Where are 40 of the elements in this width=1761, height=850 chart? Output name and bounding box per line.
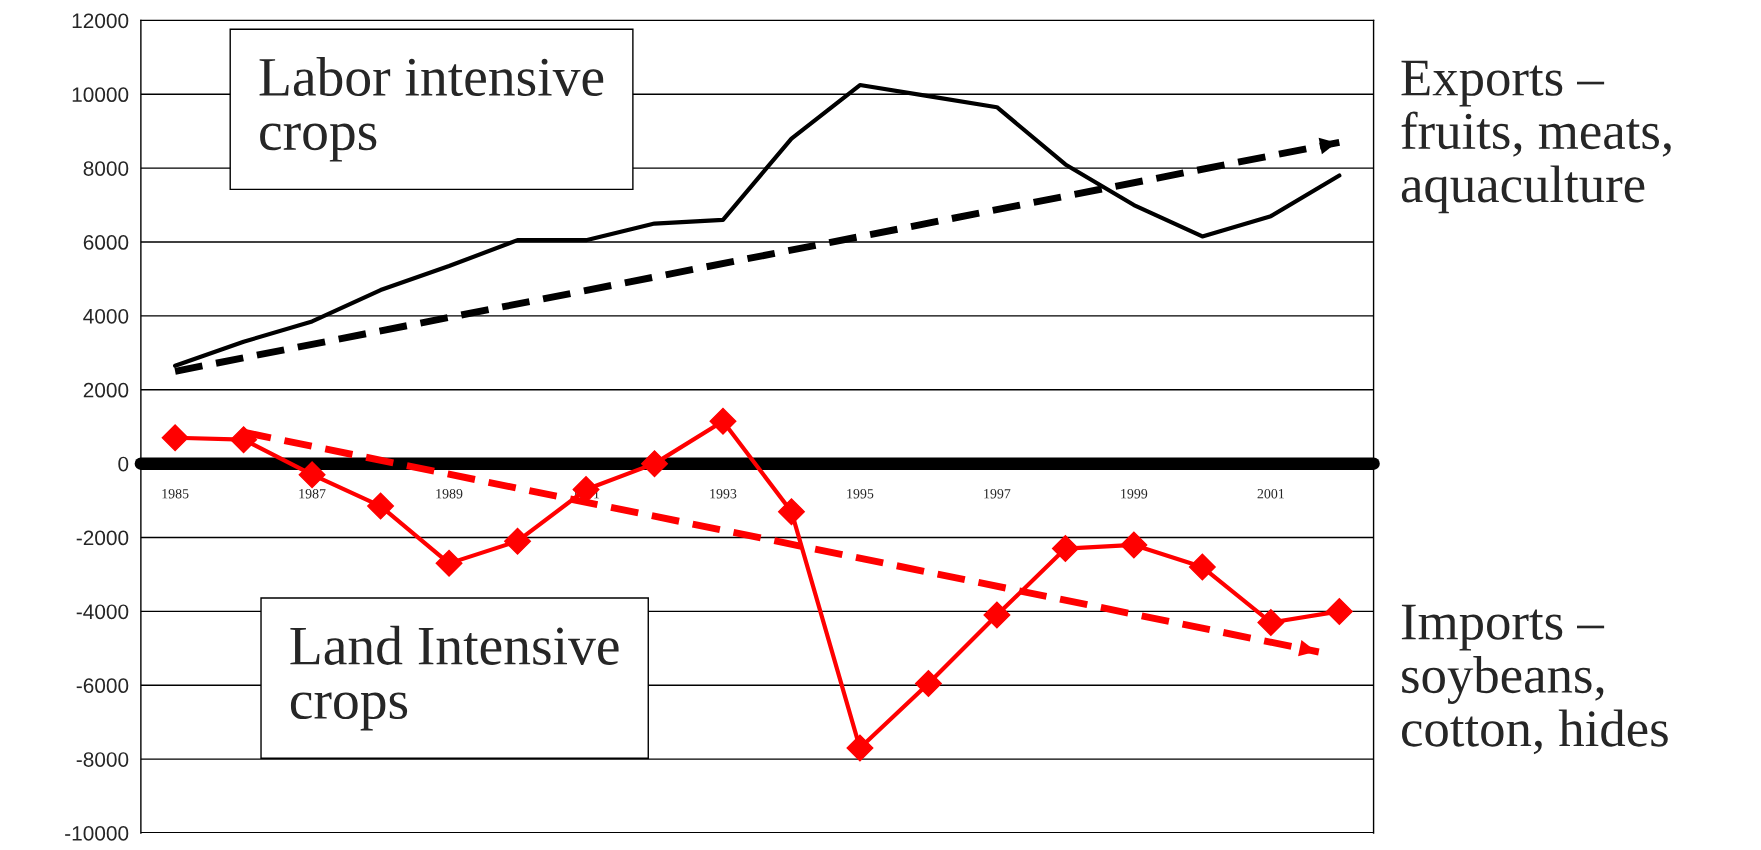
x-tick-label: 1995 — [847, 489, 874, 499]
point — [709, 407, 737, 435]
y-tick-label: -4000 — [76, 604, 129, 620]
y-tick-label: -2000 — [76, 530, 129, 546]
point — [778, 498, 805, 526]
point — [914, 669, 942, 697]
y-tick-label: -8000 — [76, 752, 129, 767]
point — [504, 527, 532, 555]
x-tick-label: 1987 — [299, 489, 326, 499]
point — [1051, 535, 1079, 563]
y-tick-label: 10000 — [72, 87, 129, 103]
y-tick-label: 0 — [118, 456, 129, 472]
point — [1257, 609, 1285, 636]
legend-label: Exports – fruits, meats, aquaculture — [1401, 60, 1671, 214]
x-tick-label: 2001 — [1257, 489, 1284, 499]
point — [1120, 531, 1148, 559]
legend-label: Imports – soybeans, cotton, hides — [1401, 604, 1668, 755]
annotation: Labor intensive crops — [259, 56, 604, 162]
y-tick-label: 6000 — [83, 235, 129, 250]
point — [846, 734, 874, 762]
x-tick-label: 1989 — [436, 489, 463, 499]
point — [161, 424, 189, 452]
y-tick-label: 8000 — [83, 161, 129, 176]
x-tick-label: 1985 — [162, 489, 189, 499]
point — [1325, 597, 1353, 625]
y-tick-label: -10000 — [65, 826, 129, 841]
y-tick-label: 12000 — [72, 13, 129, 29]
x-tick-label: 1999 — [1121, 489, 1148, 499]
y-tick-label: 4000 — [83, 308, 129, 324]
annotation: Land Intensive crops — [290, 625, 619, 731]
point — [641, 450, 668, 478]
x-tick-label: 1993 — [710, 489, 737, 499]
point — [1188, 553, 1216, 581]
point — [435, 549, 463, 577]
x-tick-label: 1997 — [984, 489, 1011, 499]
point — [298, 461, 326, 489]
point — [367, 492, 395, 520]
y-tick-label: 2000 — [83, 382, 129, 398]
point — [983, 601, 1011, 629]
y-tick-label: -6000 — [76, 678, 129, 694]
